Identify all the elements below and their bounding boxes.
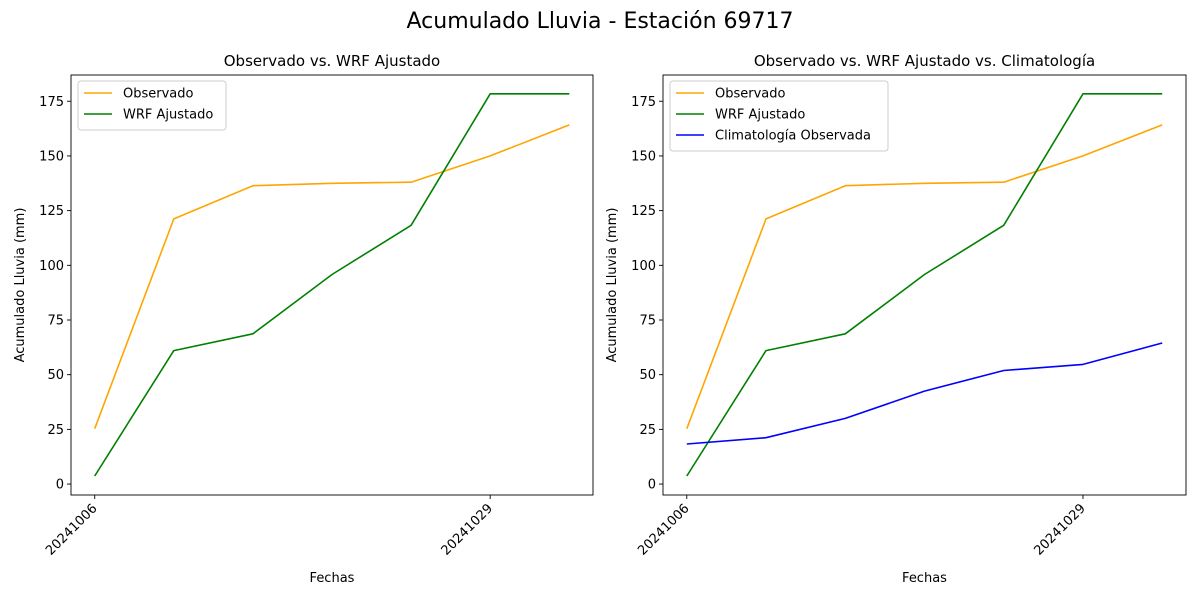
y-tick-label: 100 xyxy=(631,259,656,274)
legend-label-1: Observado xyxy=(715,87,786,102)
x-tick-label: 20241029 xyxy=(1031,501,1088,558)
y-axis-label: Acumulado Lluvia (mm) xyxy=(13,208,28,363)
series-line-1 xyxy=(93,124,570,429)
y-tick-label: 125 xyxy=(631,204,656,219)
y-axis-label: Acumulado Lluvia (mm) xyxy=(605,208,620,363)
y-tick-label: 100 xyxy=(39,259,64,274)
y-tick-label: 150 xyxy=(39,149,64,164)
y-tick-label: 175 xyxy=(631,95,656,110)
y-tick-label: 75 xyxy=(47,314,64,329)
legend-label-3: Climatología Observada xyxy=(715,129,871,144)
y-tick-label: 50 xyxy=(47,368,64,383)
legend-label-2: WRF Ajustado xyxy=(123,108,213,123)
y-tick-label: 175 xyxy=(39,95,64,110)
legend-box xyxy=(669,80,889,152)
legend-box xyxy=(77,80,227,131)
chart-title: Observado vs. WRF Ajustado xyxy=(224,52,440,70)
series-line-3 xyxy=(686,342,1163,445)
series-line-2 xyxy=(686,93,1163,477)
chart-title: Observado vs. WRF Ajustado vs. Climatolo… xyxy=(754,52,1095,70)
x-axis-label: Fechas xyxy=(310,571,355,586)
plot-frame xyxy=(662,74,1187,496)
y-tick-label: 25 xyxy=(47,423,64,438)
series-line-2 xyxy=(94,93,570,477)
plot-frame xyxy=(70,74,594,496)
legend-label-1: Observado xyxy=(123,87,194,102)
x-tick-label: 20241006 xyxy=(635,501,692,558)
y-tick-label: 0 xyxy=(56,478,64,493)
figure-title: Acumulado Lluvia - Estación 69717 xyxy=(406,9,794,34)
legend-label-2: WRF Ajustado xyxy=(715,108,805,123)
y-tick-label: 25 xyxy=(639,423,656,438)
y-tick-label: 0 xyxy=(648,478,656,493)
y-tick-label: 75 xyxy=(639,314,656,329)
x-axis-label: Fechas xyxy=(902,571,947,586)
y-tick-label: 150 xyxy=(631,149,656,164)
series-line-1 xyxy=(686,124,1163,429)
y-tick-label: 50 xyxy=(639,368,656,383)
y-tick-label: 125 xyxy=(39,204,64,219)
